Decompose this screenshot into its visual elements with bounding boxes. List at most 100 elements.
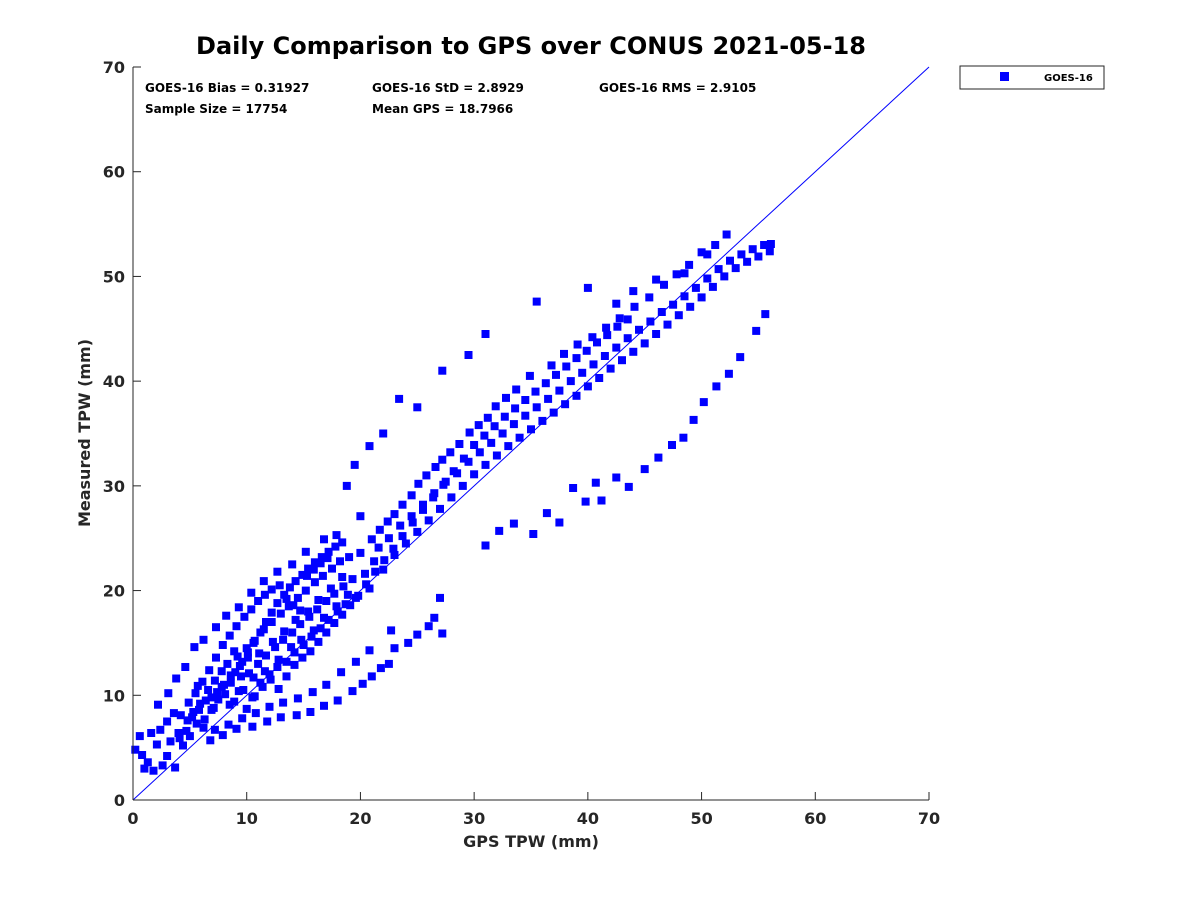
scatter-point — [480, 431, 489, 440]
scatter-point — [492, 451, 501, 460]
scatter-point — [271, 643, 280, 652]
scatter-point — [163, 717, 172, 726]
scatter-point — [419, 505, 427, 514]
scatter-point — [475, 448, 484, 457]
scatter-point — [217, 667, 226, 676]
scatter-point — [555, 386, 564, 395]
scatter-point — [307, 632, 316, 641]
scatter-point — [301, 586, 310, 595]
scatter-point — [209, 703, 218, 712]
scatter-point — [175, 734, 184, 743]
scatter-point — [542, 509, 551, 518]
y-ticks: 0 10 20 30 40 50 60 70 — [103, 58, 141, 810]
chart-title: Daily Comparison to GPS over CONUS 2021-… — [196, 32, 866, 60]
scatter-point — [660, 280, 668, 289]
scatter-point — [569, 484, 578, 492]
scatter-point — [374, 543, 383, 552]
scatter-point — [131, 745, 140, 754]
scatter-point — [566, 377, 575, 386]
scatter-point — [279, 698, 288, 707]
scatter-point — [395, 394, 404, 403]
scatter-point — [697, 248, 706, 257]
scatter-point — [766, 240, 775, 248]
scatter-point — [220, 680, 228, 689]
y-tick-label: 30 — [103, 477, 125, 496]
scatter-point — [384, 534, 393, 543]
scatter-point — [348, 687, 357, 696]
scatter-point — [413, 630, 422, 639]
scatter-point — [446, 448, 455, 457]
legend-marker-goes-16 — [1000, 72, 1009, 81]
scatter-point — [276, 609, 285, 618]
scatter-point — [317, 553, 326, 562]
scatter-point — [258, 682, 267, 691]
scatter-point — [293, 593, 302, 602]
scatter-point — [225, 700, 234, 709]
scatter-point — [345, 553, 354, 562]
scatter-point — [408, 518, 417, 527]
scatter-point — [390, 551, 399, 559]
annotation-bias: GOES-16 Bias = 0.31927 — [145, 81, 309, 95]
scatter-point — [532, 403, 541, 412]
scatter-point — [206, 736, 215, 745]
scatter-point — [262, 651, 270, 660]
scatter-point — [249, 673, 258, 682]
scatter-point — [276, 713, 285, 722]
scatter-point — [199, 723, 208, 732]
scatter-point — [515, 433, 524, 442]
scatter-point — [413, 403, 422, 412]
scatter-point — [193, 681, 202, 690]
scatter-point — [310, 558, 319, 567]
scatter-point — [726, 256, 734, 265]
scatter-point — [612, 473, 621, 482]
scatter-point — [589, 360, 598, 369]
scatter-point — [583, 283, 592, 292]
scatter-point — [380, 556, 389, 565]
plot-area — [131, 66, 930, 801]
legend: GOES-16 — [959, 65, 1105, 90]
scatter-point — [274, 685, 283, 693]
scatter-point — [436, 593, 444, 602]
scatter-point — [192, 719, 201, 728]
scatter-point — [365, 646, 374, 655]
scatter-point — [304, 607, 313, 616]
scatter-point — [583, 382, 592, 391]
scatter-point — [201, 696, 210, 705]
scatter-point — [314, 596, 323, 604]
x-tick-label: 20 — [349, 809, 371, 828]
scatter-point — [251, 709, 260, 718]
scatter-point — [285, 583, 294, 592]
scatter-point — [314, 637, 323, 646]
scatter-point — [582, 346, 591, 355]
scatter-point — [225, 631, 234, 640]
legend-label-goes-16: GOES-16 — [1044, 73, 1093, 84]
scatter-point — [250, 692, 259, 701]
scatter-point — [210, 676, 219, 685]
scatter-point — [652, 275, 661, 284]
scatter-point — [509, 519, 518, 528]
scatter-point — [239, 686, 248, 694]
scatter-point — [163, 752, 172, 760]
scatter-point — [143, 758, 152, 767]
scatter-point — [301, 547, 310, 556]
scatter-point — [703, 250, 712, 259]
scatter-point — [343, 590, 352, 599]
scatter-point — [615, 314, 624, 323]
scatter-point — [218, 731, 227, 740]
scatter-point — [600, 352, 609, 360]
scatter-point — [195, 705, 203, 714]
scatter-point — [367, 672, 376, 681]
scatter-point — [597, 496, 606, 505]
scatter-point — [680, 292, 689, 301]
scatter-point — [330, 589, 339, 598]
scatter-point — [218, 641, 227, 649]
scatter-point — [714, 265, 723, 274]
scatter-point — [140, 764, 149, 773]
scatter-point — [679, 433, 688, 442]
scatter-point — [511, 404, 520, 413]
scatter-point — [547, 361, 556, 370]
y-tick-label: 20 — [103, 582, 125, 601]
scatter-point — [223, 659, 232, 668]
scatter-point — [481, 460, 490, 469]
